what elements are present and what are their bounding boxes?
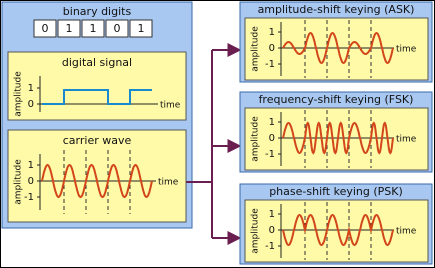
y-tick-label: -1 <box>265 149 275 160</box>
panel-title: binary digits <box>63 5 132 18</box>
y-axis-label: amplitude <box>14 71 24 117</box>
y-tick-label: 0 <box>28 176 34 187</box>
y-axis-label: amplitude <box>14 159 24 205</box>
y-tick-label: 0 <box>269 43 275 54</box>
y-tick-label: -1 <box>265 59 275 70</box>
bit: 0 <box>42 22 49 35</box>
panel-title: frequency-shift keying (FSK) <box>259 93 414 106</box>
y-tick-label: 1 <box>269 117 275 128</box>
y-tick-label: 0 <box>269 225 275 236</box>
panel <box>7 129 187 223</box>
bit: 1 <box>66 22 73 35</box>
y-tick-label: 1 <box>269 27 275 38</box>
waveform <box>282 121 394 155</box>
plot-area <box>244 17 429 81</box>
y-axis-label: amplitude <box>251 116 261 162</box>
x-axis-label: time <box>160 101 181 111</box>
y-tick-label: 1 <box>28 83 34 94</box>
bit-box <box>57 19 81 38</box>
waveform <box>282 213 394 247</box>
digital-waveform <box>42 89 152 105</box>
bit: 1 <box>90 22 97 35</box>
plot-area <box>244 199 429 263</box>
x-axis-label: time <box>158 178 179 188</box>
bit: 1 <box>138 22 145 35</box>
y-tick-label: 0 <box>28 99 34 110</box>
plot-area <box>244 107 429 171</box>
y-tick-label: 0 <box>269 133 275 144</box>
y-tick-label: -1 <box>24 192 34 203</box>
x-axis-label: time <box>396 227 417 237</box>
panel <box>7 51 187 121</box>
bit-box <box>33 19 57 38</box>
y-axis-label: amplitude <box>251 26 261 72</box>
panel-title: digital signal <box>62 56 132 69</box>
x-axis-label: time <box>396 45 417 55</box>
x-axis-label: time <box>396 135 417 145</box>
y-tick-label: 1 <box>28 160 34 171</box>
waveform <box>41 163 153 199</box>
waveform <box>282 31 394 65</box>
connector <box>186 43 242 245</box>
y-tick-label: -1 <box>265 241 275 252</box>
panel-title: carrier wave <box>63 134 132 147</box>
panel-title: amplitude-shift keying (ASK) <box>258 3 415 16</box>
bit-box <box>105 19 129 38</box>
bit-box <box>129 19 153 38</box>
panel-title: phase-shift keying (PSK) <box>269 185 403 198</box>
bit-box <box>81 19 105 38</box>
y-axis-label: amplitude <box>251 208 261 254</box>
bit: 0 <box>114 22 121 35</box>
y-tick-label: 1 <box>269 209 275 220</box>
